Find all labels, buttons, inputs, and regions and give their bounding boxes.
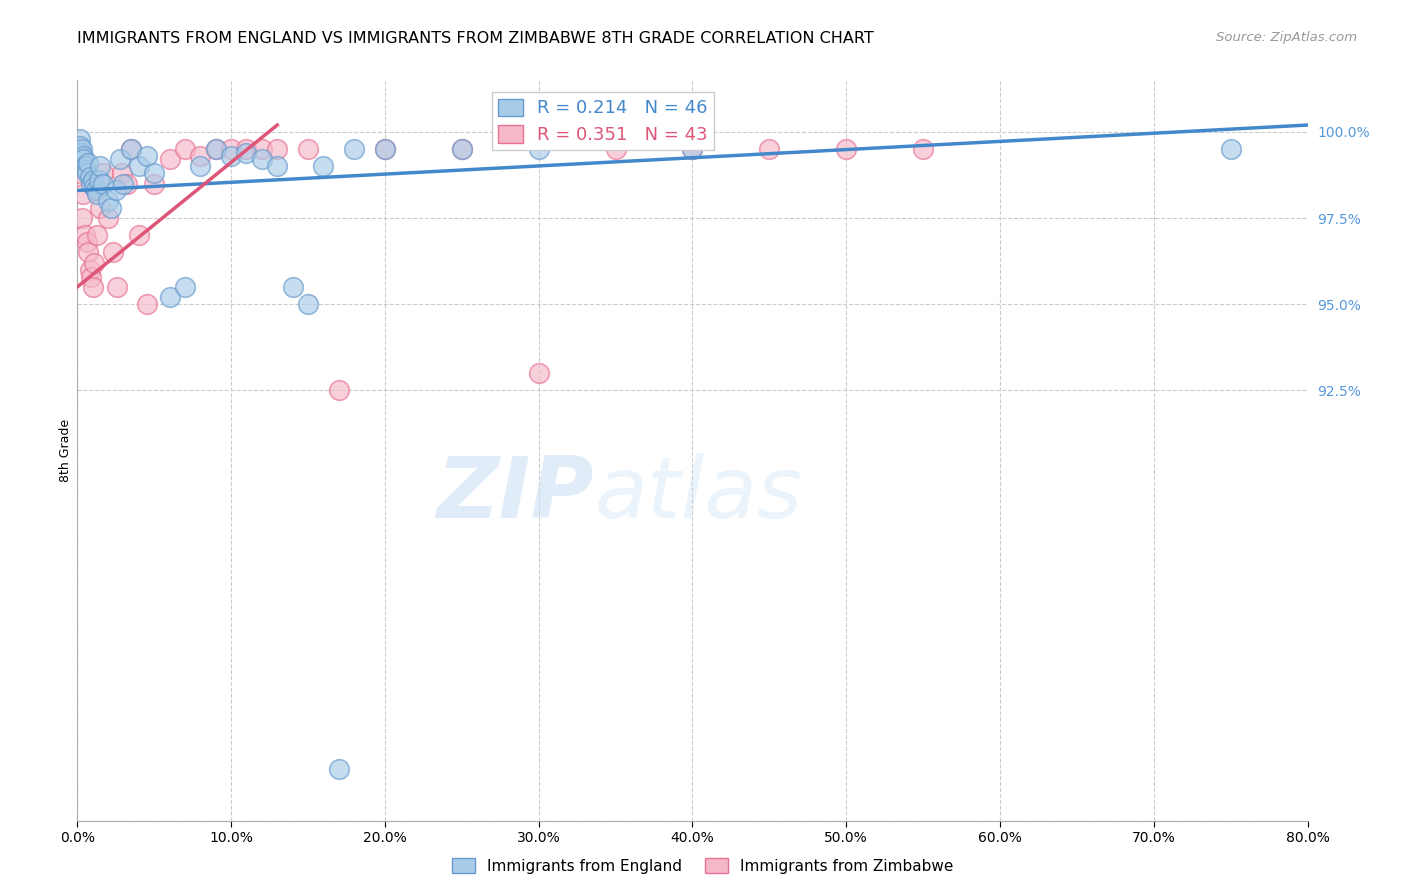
Point xyxy=(70,145,93,160)
Point xyxy=(204,142,226,156)
Point xyxy=(188,160,212,174)
Point xyxy=(77,245,100,260)
Point xyxy=(82,280,104,294)
Point xyxy=(682,142,704,156)
Point xyxy=(527,142,550,156)
Point xyxy=(75,162,97,177)
Point xyxy=(100,201,122,215)
Point xyxy=(343,142,366,156)
Point xyxy=(73,228,96,243)
Text: ZIP: ZIP xyxy=(436,453,595,536)
Point xyxy=(70,153,93,167)
Point xyxy=(204,142,226,156)
Y-axis label: 8th Grade: 8th Grade xyxy=(59,419,72,482)
Point xyxy=(83,180,105,194)
Point xyxy=(89,201,111,215)
Point xyxy=(912,142,935,156)
Point xyxy=(835,142,858,156)
Point xyxy=(374,142,396,156)
Point xyxy=(69,132,91,146)
Point xyxy=(79,262,101,277)
Point xyxy=(86,228,108,243)
Point xyxy=(174,142,197,156)
Point xyxy=(297,297,319,311)
Point xyxy=(174,280,197,294)
Point xyxy=(82,173,104,187)
Text: IMMIGRANTS FROM ENGLAND VS IMMIGRANTS FROM ZIMBABWE 8TH GRADE CORRELATION CHART: IMMIGRANTS FROM ENGLAND VS IMMIGRANTS FR… xyxy=(77,31,875,46)
Point xyxy=(84,184,107,198)
Point xyxy=(235,145,257,160)
Point xyxy=(143,166,166,180)
Point xyxy=(312,160,335,174)
Point xyxy=(188,149,212,163)
Point xyxy=(328,383,350,397)
Legend: R = 0.214   N = 46, R = 0.351   N = 43: R = 0.214 N = 46, R = 0.351 N = 43 xyxy=(492,92,714,151)
Point xyxy=(101,245,124,260)
Point xyxy=(72,149,94,163)
Point xyxy=(328,762,350,776)
Point xyxy=(79,169,101,184)
Point xyxy=(450,142,472,156)
Point xyxy=(135,149,157,163)
Point xyxy=(235,142,257,156)
Point xyxy=(80,269,103,284)
Point xyxy=(450,142,472,156)
Point xyxy=(70,142,93,156)
Point xyxy=(266,160,288,174)
Point xyxy=(97,211,120,225)
Point xyxy=(682,142,704,156)
Point xyxy=(112,177,135,191)
Point xyxy=(72,153,94,167)
Point xyxy=(128,160,150,174)
Point xyxy=(250,153,273,167)
Point xyxy=(83,256,105,270)
Point xyxy=(281,280,304,294)
Point xyxy=(297,142,319,156)
Point xyxy=(115,177,138,191)
Point xyxy=(97,194,120,208)
Point xyxy=(72,186,94,201)
Point xyxy=(105,280,128,294)
Point xyxy=(527,366,550,380)
Point xyxy=(86,186,108,201)
Point xyxy=(250,142,273,156)
Point xyxy=(73,160,96,174)
Point xyxy=(104,184,127,198)
Point xyxy=(219,149,242,163)
Point xyxy=(70,211,93,225)
Point xyxy=(758,142,780,156)
Point xyxy=(120,142,142,156)
Point xyxy=(128,228,150,243)
Point xyxy=(84,184,107,198)
Point xyxy=(120,142,142,156)
Point xyxy=(69,138,91,153)
Point xyxy=(605,142,627,156)
Point xyxy=(76,166,98,180)
Point xyxy=(159,290,181,304)
Point xyxy=(110,153,132,167)
Point xyxy=(159,153,181,167)
Point xyxy=(1219,142,1241,156)
Point xyxy=(80,177,103,191)
Point xyxy=(93,166,115,180)
Point xyxy=(87,173,110,187)
Point xyxy=(111,166,134,180)
Point xyxy=(266,142,288,156)
Point xyxy=(143,177,166,191)
Text: Source: ZipAtlas.com: Source: ZipAtlas.com xyxy=(1216,31,1357,45)
Point xyxy=(89,160,111,174)
Point xyxy=(93,177,115,191)
Point xyxy=(67,142,90,156)
Point xyxy=(76,235,98,249)
Point xyxy=(374,142,396,156)
Point xyxy=(219,142,242,156)
Point xyxy=(135,297,157,311)
Point xyxy=(77,156,100,170)
Point xyxy=(69,166,91,180)
Text: atlas: atlas xyxy=(595,453,801,536)
Legend: Immigrants from England, Immigrants from Zimbabwe: Immigrants from England, Immigrants from… xyxy=(446,852,960,880)
